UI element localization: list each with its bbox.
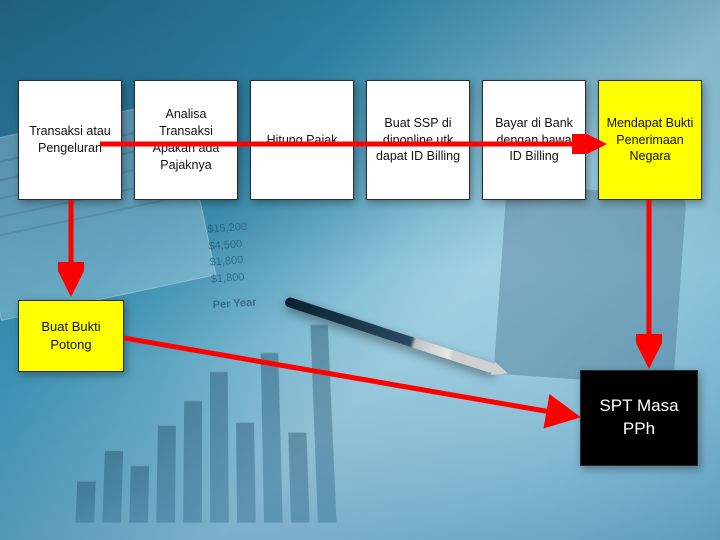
node-label: Transaksi atau Pengeluran xyxy=(25,123,115,157)
node-bayar: Bayar di Bank dengan bawa ID Billing xyxy=(482,80,586,200)
node-label: Mendapat Bukti Penerimaan Negara xyxy=(605,115,695,166)
node-bukti-potong: Buat Bukti Potong xyxy=(18,300,124,372)
node-transaksi: Transaksi atau Pengeluran xyxy=(18,80,122,200)
arrow-transaksi-down xyxy=(58,200,84,300)
node-label: Buat SSP di djponline utk dapat ID Billi… xyxy=(373,115,463,166)
node-label: Hitung Pajak xyxy=(267,132,338,149)
flow-top-row: Transaksi atau Pengeluran Analisa Transa… xyxy=(18,80,702,200)
flowchart-stage: Transaksi atau Pengeluran Analisa Transa… xyxy=(0,0,720,540)
node-label: SPT Masa PPh xyxy=(587,395,691,441)
node-label: Buat Bukti Potong xyxy=(25,318,117,353)
arrow-mendapat-down xyxy=(636,200,662,372)
node-hitung: Hitung Pajak xyxy=(250,80,354,200)
node-analisa: Analisa Transaksi Apakah ada Pajaknya xyxy=(134,80,238,200)
arrow-bukti-to-spt xyxy=(124,330,584,430)
node-label: Analisa Transaksi Apakah ada Pajaknya xyxy=(141,106,231,174)
node-spt-masa: SPT Masa PPh xyxy=(580,370,698,466)
node-ssp: Buat SSP di djponline utk dapat ID Billi… xyxy=(366,80,470,200)
node-label: Bayar di Bank dengan bawa ID Billing xyxy=(489,115,579,166)
node-mendapat: Mendapat Bukti Penerimaan Negara xyxy=(598,80,702,200)
